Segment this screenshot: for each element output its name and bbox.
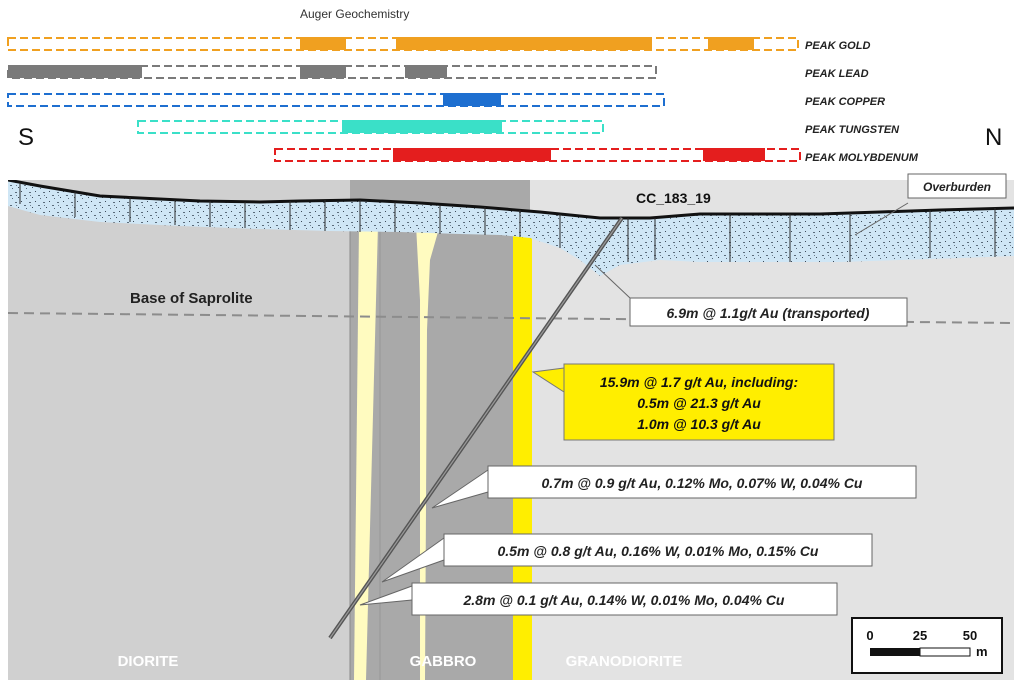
lead-peak-bar bbox=[405, 65, 447, 78]
track-label-lead: PEAK LEAD bbox=[805, 68, 869, 80]
callout-transported: 6.9m @ 1.1g/t Au (transported) bbox=[594, 264, 908, 327]
overburden-callout-box bbox=[907, 173, 1007, 199]
callout-main-intercept: 15.9m @ 1.7 g/t Au, including: 0.5m @ 21… bbox=[531, 363, 835, 441]
molybdenum-peak-bar bbox=[393, 148, 551, 161]
tungsten-peak-bar bbox=[342, 120, 502, 133]
callout-intercept-1: 0.7m @ 0.9 g/t Au, 0.12% Mo, 0.07% W, 0.… bbox=[431, 465, 917, 509]
intercept-main-line3: 1.0m @ 10.3 g/t Au bbox=[637, 416, 761, 432]
overburden-layer bbox=[8, 180, 1014, 276]
scale-bar: 0 25 50 m bbox=[851, 617, 1003, 674]
track-lead: PEAK LEAD bbox=[7, 65, 869, 80]
scale-tick-25: 25 bbox=[913, 628, 927, 643]
track-molybdenum: PEAK MOLYBDENUM bbox=[274, 148, 919, 164]
track-copper: PEAK COPPER bbox=[7, 93, 885, 108]
lithology-diorite: DIORITE bbox=[118, 653, 179, 670]
mineralised-dyke bbox=[513, 232, 532, 680]
scale-tick-50: 50 bbox=[963, 628, 977, 643]
gold-peak-bar bbox=[396, 37, 652, 50]
figure-title: Auger Geochemistry bbox=[300, 7, 409, 21]
track-label-copper: PEAK COPPER bbox=[805, 96, 885, 108]
track-gold: PEAK GOLD bbox=[7, 37, 870, 52]
copper-peak-bar bbox=[443, 93, 501, 106]
intercept-main-line1: 15.9m @ 1.7 g/t Au, including: bbox=[600, 374, 798, 390]
scale-unit: m bbox=[976, 644, 988, 659]
gold-peak-bar bbox=[708, 37, 754, 50]
lithology-granodiorite: GRANODIORITE bbox=[566, 653, 683, 670]
intercept-3: 2.8m @ 0.1 g/t Au, 0.14% W, 0.01% Mo, 0.… bbox=[463, 592, 785, 608]
callout-intercept-2: 0.5m @ 0.8 g/t Au, 0.16% W, 0.01% Mo, 0.… bbox=[381, 533, 873, 583]
track-label-gold: PEAK GOLD bbox=[805, 40, 870, 52]
drillhole-id: CC_183_19 bbox=[636, 190, 711, 206]
overburden-hatch bbox=[19, 183, 996, 262]
callout-intercept-3: 2.8m @ 0.1 g/t Au, 0.14% W, 0.01% Mo, 0.… bbox=[359, 582, 838, 616]
ground-surface bbox=[8, 180, 1014, 220]
scale-tick-0: 0 bbox=[866, 628, 873, 643]
north-label: N bbox=[985, 124, 1002, 151]
intercept-main-line2: 0.5m @ 21.3 g/t Au bbox=[637, 395, 761, 411]
overburden-label: Overburden bbox=[923, 180, 991, 194]
intercept-2: 0.5m @ 0.8 g/t Au, 0.16% W, 0.01% Mo, 0.… bbox=[498, 543, 819, 559]
track-label-molybdenum: PEAK MOLYBDENUM bbox=[805, 152, 919, 164]
intercept-transported: 6.9m @ 1.1g/t Au (transported) bbox=[667, 305, 870, 321]
track-label-tungsten: PEAK TUNGSTEN bbox=[805, 124, 900, 136]
intercept-1: 0.7m @ 0.9 g/t Au, 0.12% Mo, 0.07% W, 0.… bbox=[542, 475, 863, 491]
gold-peak-bar bbox=[300, 37, 346, 50]
lithology-gabbro: GABBRO bbox=[410, 653, 477, 670]
diorite-unit bbox=[8, 180, 350, 680]
track-tungsten: PEAK TUNGSTEN bbox=[137, 120, 900, 136]
lead-peak-bar bbox=[300, 65, 346, 78]
molybdenum-peak-bar bbox=[703, 148, 765, 161]
lead-peak-bar bbox=[8, 65, 142, 78]
south-label: S bbox=[18, 124, 34, 151]
pale-dyke bbox=[354, 225, 378, 680]
base-of-saprolite-label: Base of Saprolite bbox=[130, 290, 253, 307]
